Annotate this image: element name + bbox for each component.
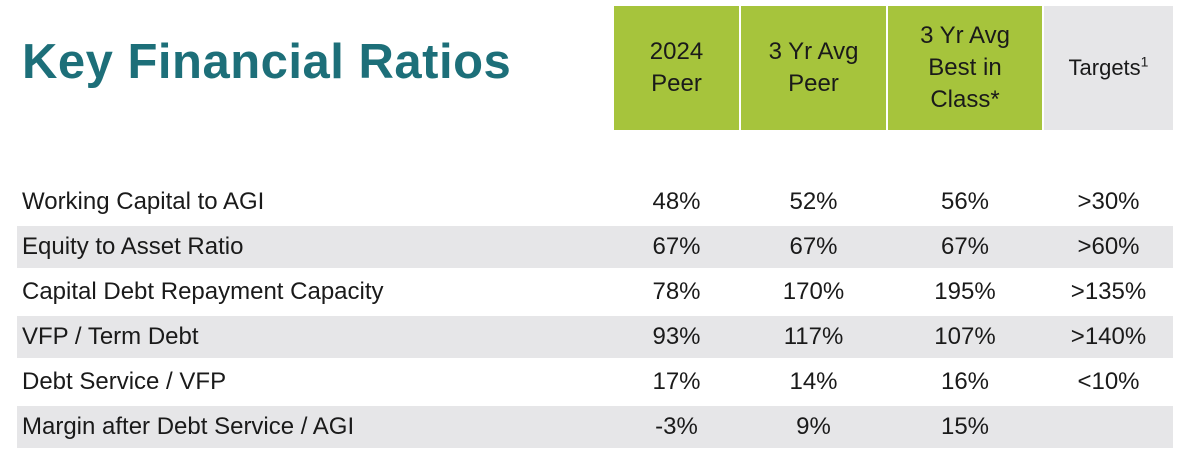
column-header-line: Peer	[788, 70, 839, 97]
table-row: Working Capital to AGI 48% 52% 56% >30%	[17, 181, 1173, 223]
row-label: Debt Service / VFP	[22, 368, 227, 395]
row-label: Capital Debt Repayment Capacity	[22, 278, 384, 305]
row-label: Working Capital to AGI	[22, 188, 265, 215]
table-row: Margin after Debt Service / AGI -3% 9% 1…	[17, 406, 1173, 448]
value-3yr-avg-best: 195%	[934, 278, 996, 305]
row-label: Equity to Asset Ratio	[22, 233, 244, 260]
value-2024-peer: -3%	[655, 413, 698, 440]
column-header-line: Peer	[651, 70, 702, 97]
table-row: Capital Debt Repayment Capacity 78% 170%…	[17, 271, 1173, 313]
value-3yr-avg-best: 15%	[940, 413, 990, 440]
column-header-2024-peer: 2024 Peer	[614, 6, 739, 130]
value-3yr-avg-peer: 170%	[782, 278, 845, 305]
table-row: Equity to Asset Ratio 67% 67% 67% >60%	[17, 226, 1173, 268]
page-title: Key Financial Ratios	[22, 35, 512, 89]
value-3yr-avg-peer: 14%	[789, 368, 838, 395]
table-row: VFP / Term Debt 93% 117% 107% >140%	[17, 316, 1173, 358]
value-target: >135%	[1070, 278, 1147, 305]
column-header-line: Class*	[930, 86, 1000, 113]
column-header-line: Best in	[928, 54, 1002, 81]
value-2024-peer: 17%	[652, 368, 701, 395]
value-2024-peer: 78%	[652, 278, 701, 305]
value-2024-peer: 93%	[652, 323, 701, 350]
column-header-line: 3 Yr Avg	[920, 22, 1010, 49]
column-header-targets: Targets1	[1044, 6, 1173, 130]
table-row: Debt Service / VFP 17% 14% 16% <10%	[17, 361, 1173, 403]
value-target: <10%	[1077, 368, 1140, 395]
value-3yr-avg-peer: 67%	[789, 233, 838, 260]
row-label: VFP / Term Debt	[22, 323, 199, 350]
column-header-line: Targets1	[1069, 52, 1149, 84]
value-3yr-avg-peer: 52%	[789, 188, 838, 215]
value-3yr-avg-best: 16%	[940, 368, 990, 395]
value-target: >30%	[1077, 188, 1140, 215]
row-label: Margin after Debt Service / AGI	[22, 413, 355, 440]
footnote-marker: 1	[1140, 53, 1149, 70]
column-header-line: 3 Yr Avg	[768, 38, 859, 65]
column-header-line: 2024	[649, 38, 704, 65]
targets-label: Targets	[1068, 55, 1141, 80]
value-3yr-avg-best: 56%	[940, 188, 990, 215]
value-2024-peer: 67%	[652, 233, 701, 260]
value-3yr-avg-best: 107%	[934, 323, 996, 350]
value-target: >60%	[1077, 233, 1140, 260]
column-header-3yr-avg-best-in-class: 3 Yr Avg Best in Class*	[888, 6, 1042, 130]
value-target: >140%	[1070, 323, 1147, 350]
column-header-3yr-avg-peer: 3 Yr Avg Peer	[741, 6, 886, 130]
value-3yr-avg-peer: 117%	[783, 323, 844, 350]
value-3yr-avg-best: 67%	[940, 233, 990, 260]
value-3yr-avg-peer: 9%	[796, 413, 831, 440]
value-2024-peer: 48%	[652, 188, 701, 215]
